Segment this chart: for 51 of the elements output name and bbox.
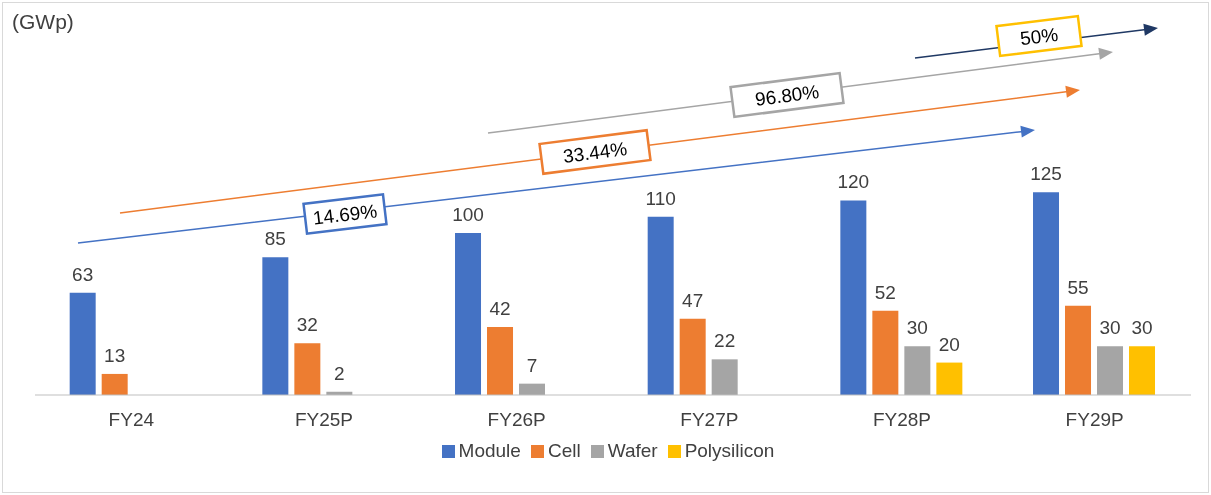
x-tick-label: FY26P xyxy=(487,409,546,431)
data-label: 110 xyxy=(645,187,676,209)
bar xyxy=(904,346,931,395)
bar xyxy=(262,257,289,395)
data-label: 125 xyxy=(1030,163,1062,185)
bar xyxy=(1129,346,1156,395)
bar xyxy=(1065,305,1092,395)
bar xyxy=(1033,192,1060,395)
bar xyxy=(872,310,899,395)
data-label: 7 xyxy=(526,354,538,376)
data-label: 85 xyxy=(264,228,286,250)
x-tick-label: FY25P xyxy=(294,409,354,431)
bar xyxy=(711,359,738,395)
data-label: 42 xyxy=(489,297,511,319)
bar xyxy=(679,318,706,395)
text: (GWp) xyxy=(12,10,74,34)
data-label: 13 xyxy=(104,344,126,366)
data-label: 120 xyxy=(837,171,870,193)
data-label: 20 xyxy=(938,333,960,355)
bar xyxy=(936,362,963,395)
x-tick-label: FY24 xyxy=(108,409,155,431)
legend-label: Polysilicon xyxy=(684,440,775,461)
data-label: 30 xyxy=(1099,317,1121,339)
data-label: 30 xyxy=(1131,317,1153,339)
bar xyxy=(1097,346,1124,395)
data-label: 100 xyxy=(452,203,484,225)
data-label: 63 xyxy=(72,263,94,285)
annotation: 14.69% xyxy=(311,200,379,229)
data-label: 52 xyxy=(874,281,896,303)
bar xyxy=(455,232,482,395)
text: 33.44% xyxy=(561,137,629,168)
bar xyxy=(294,343,321,395)
text: 96.80% xyxy=(753,80,821,111)
data-label: 2 xyxy=(334,362,345,384)
text: 50% xyxy=(1018,23,1060,50)
x-tick-label: FY28P xyxy=(872,409,932,431)
bar xyxy=(69,292,96,395)
bar xyxy=(647,216,674,395)
bar xyxy=(101,373,128,395)
data-label: 22 xyxy=(714,330,736,352)
legend-label: Wafer xyxy=(607,440,658,461)
x-tick-label: FY29P xyxy=(1065,409,1124,431)
data-label: 47 xyxy=(682,289,704,311)
legend-label: Module xyxy=(458,440,521,461)
legend-label: Cell xyxy=(547,440,581,461)
bar xyxy=(840,200,867,395)
x-tick-label: FY27P xyxy=(680,409,739,431)
data-label: 32 xyxy=(296,314,318,336)
data-label: 55 xyxy=(1067,276,1089,298)
data-label: 30 xyxy=(906,317,928,339)
bar xyxy=(487,326,514,395)
